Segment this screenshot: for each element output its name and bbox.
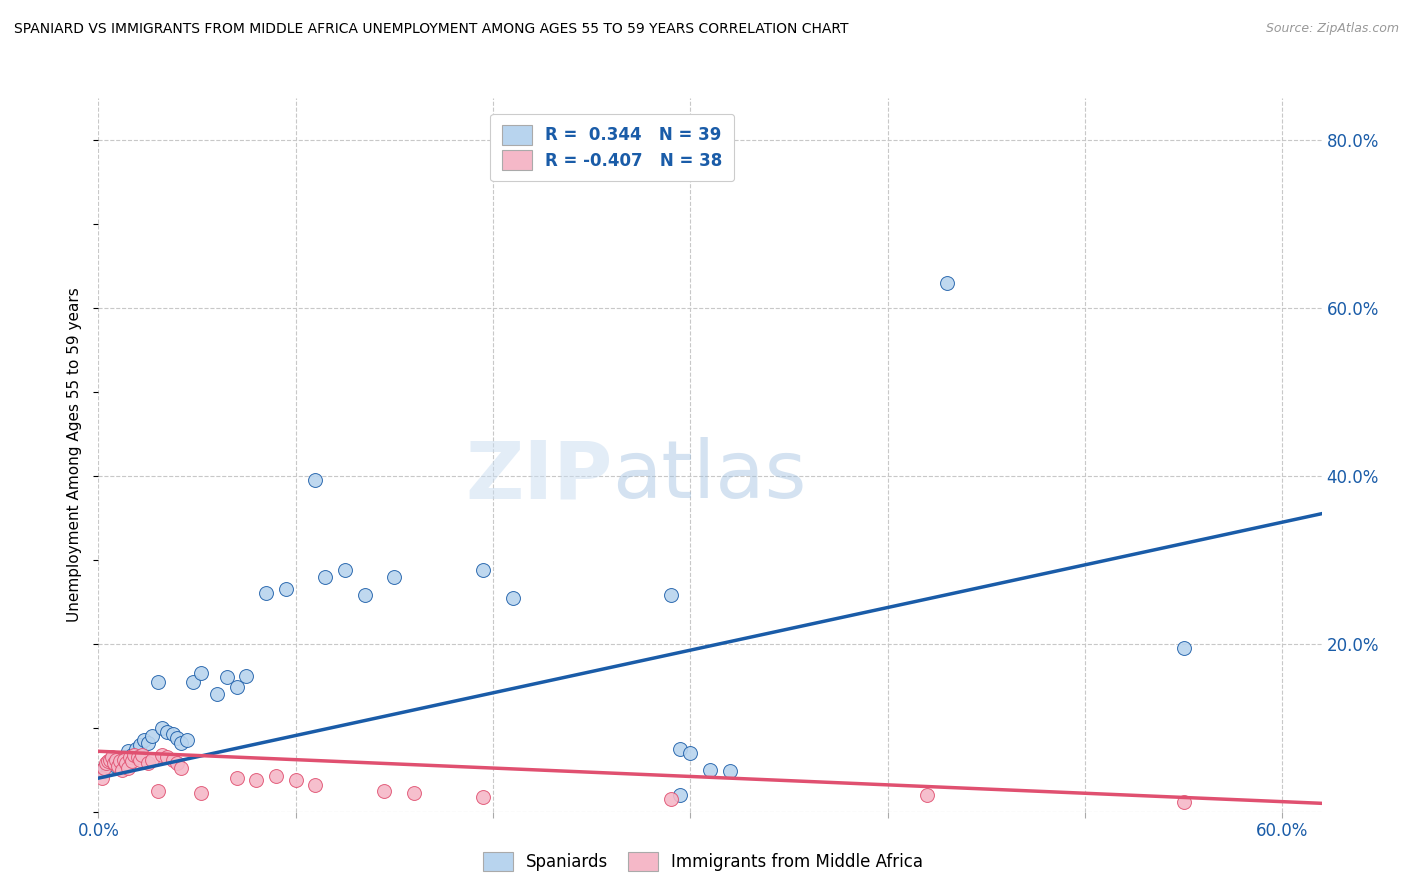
Point bbox=[699, 763, 721, 777]
Point bbox=[176, 733, 198, 747]
Point bbox=[96, 756, 118, 770]
Point bbox=[679, 746, 702, 760]
Point bbox=[235, 669, 257, 683]
Point bbox=[112, 750, 135, 764]
Point bbox=[1173, 795, 1195, 809]
Point bbox=[150, 747, 173, 762]
Point bbox=[108, 755, 131, 769]
Point bbox=[472, 789, 495, 804]
Point bbox=[91, 763, 114, 777]
Point bbox=[333, 563, 356, 577]
Point bbox=[93, 764, 115, 779]
Point bbox=[915, 788, 938, 802]
Point bbox=[264, 769, 287, 783]
Text: Source: ZipAtlas.com: Source: ZipAtlas.com bbox=[1265, 22, 1399, 36]
Point bbox=[274, 582, 297, 597]
Point bbox=[245, 772, 267, 787]
Point bbox=[181, 674, 204, 689]
Point bbox=[205, 687, 228, 701]
Point bbox=[117, 744, 139, 758]
Point bbox=[132, 733, 155, 747]
Legend: R =  0.344   N = 39, R = -0.407   N = 38: R = 0.344 N = 39, R = -0.407 N = 38 bbox=[491, 113, 734, 181]
Point bbox=[162, 753, 184, 767]
Point bbox=[98, 756, 121, 770]
Point bbox=[141, 753, 163, 767]
Point bbox=[122, 747, 145, 762]
Point bbox=[373, 783, 395, 797]
Point bbox=[669, 788, 692, 802]
Point bbox=[141, 729, 163, 743]
Point bbox=[146, 674, 169, 689]
Point bbox=[127, 750, 149, 764]
Point bbox=[225, 771, 247, 785]
Point bbox=[105, 758, 128, 772]
Point bbox=[353, 588, 375, 602]
Point bbox=[121, 747, 143, 762]
Point bbox=[382, 569, 405, 583]
Point bbox=[131, 747, 153, 762]
Point bbox=[118, 750, 141, 764]
Point bbox=[254, 586, 277, 600]
Point bbox=[115, 756, 138, 770]
Point bbox=[166, 756, 188, 770]
Point bbox=[107, 758, 129, 772]
Point bbox=[98, 753, 121, 767]
Point bbox=[669, 741, 692, 756]
Text: atlas: atlas bbox=[612, 437, 807, 516]
Point bbox=[190, 786, 212, 800]
Point bbox=[101, 750, 124, 764]
Point bbox=[117, 761, 139, 775]
Legend: Spaniards, Immigrants from Middle Africa: Spaniards, Immigrants from Middle Africa bbox=[474, 843, 932, 880]
Point bbox=[314, 569, 336, 583]
Point bbox=[718, 764, 741, 779]
Point bbox=[91, 771, 114, 785]
Point bbox=[225, 681, 247, 695]
Point bbox=[101, 753, 124, 767]
Point bbox=[404, 786, 426, 800]
Point bbox=[156, 725, 179, 739]
Point bbox=[304, 473, 326, 487]
Point bbox=[128, 753, 150, 767]
Point bbox=[472, 563, 495, 577]
Point bbox=[170, 761, 193, 775]
Point bbox=[108, 755, 131, 769]
Text: ZIP: ZIP bbox=[465, 437, 612, 516]
Point bbox=[125, 741, 148, 756]
Point bbox=[170, 736, 193, 750]
Point bbox=[136, 756, 159, 770]
Point bbox=[150, 721, 173, 735]
Point bbox=[136, 736, 159, 750]
Point bbox=[659, 588, 682, 602]
Point bbox=[215, 670, 238, 684]
Point bbox=[111, 763, 134, 777]
Point bbox=[105, 753, 128, 767]
Point bbox=[284, 772, 307, 787]
Point bbox=[304, 778, 326, 792]
Point bbox=[190, 666, 212, 681]
Point bbox=[156, 750, 179, 764]
Point bbox=[502, 591, 524, 605]
Point bbox=[97, 761, 120, 775]
Point bbox=[128, 738, 150, 752]
Point bbox=[146, 783, 169, 797]
Y-axis label: Unemployment Among Ages 55 to 59 years: Unemployment Among Ages 55 to 59 years bbox=[67, 287, 83, 623]
Point bbox=[935, 276, 957, 290]
Point bbox=[162, 727, 184, 741]
Point bbox=[93, 761, 115, 775]
Point bbox=[121, 755, 143, 769]
Point bbox=[103, 756, 125, 770]
Text: SPANIARD VS IMMIGRANTS FROM MIDDLE AFRICA UNEMPLOYMENT AMONG AGES 55 TO 59 YEARS: SPANIARD VS IMMIGRANTS FROM MIDDLE AFRIC… bbox=[14, 22, 849, 37]
Point bbox=[97, 755, 120, 769]
Point bbox=[112, 753, 135, 767]
Point bbox=[166, 731, 188, 745]
Point bbox=[659, 792, 682, 806]
Point bbox=[1173, 640, 1195, 655]
